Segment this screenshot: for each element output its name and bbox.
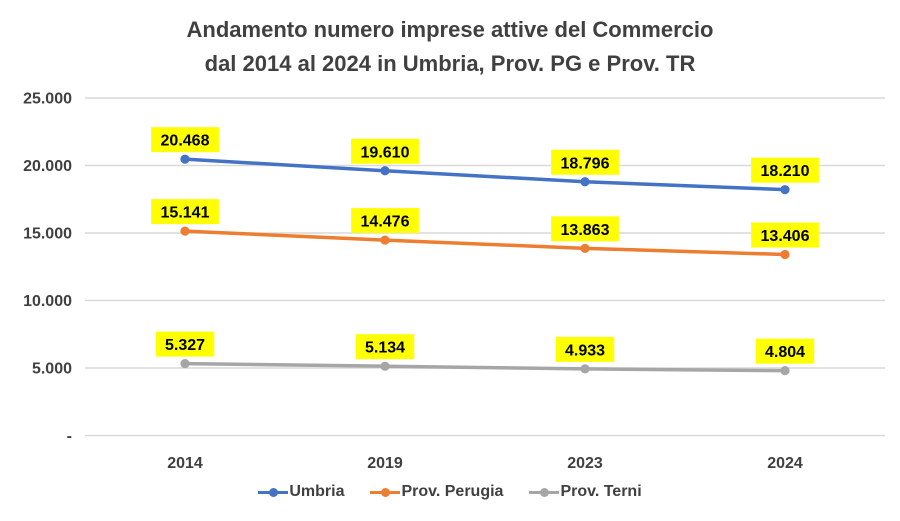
legend-label-prov-terni: Prov. Terni — [560, 483, 642, 500]
data-label: 5.134 — [365, 340, 405, 357]
legend-line-marker-icon — [370, 487, 401, 497]
data-label-background — [751, 157, 819, 183]
data-label: 18.210 — [761, 163, 810, 180]
data-label-background — [355, 334, 415, 360]
data-point — [180, 358, 190, 369]
data-label-background — [551, 149, 619, 175]
legend-line-marker-icon — [529, 487, 560, 497]
data-label-background — [351, 208, 419, 234]
x-axis-tick-label: 2024 — [767, 455, 803, 472]
data-label-background — [351, 138, 419, 164]
data-label: 4.804 — [765, 344, 805, 361]
data-label: 20.468 — [161, 133, 210, 150]
data-point — [380, 235, 390, 245]
y-axis-tick-label: 15.000 — [23, 226, 72, 243]
data-label-background — [755, 338, 815, 364]
data-label-background — [151, 199, 219, 225]
data-label: 13.406 — [761, 228, 810, 245]
data-label: 13.863 — [561, 222, 610, 239]
data-label: 5.327 — [165, 337, 205, 354]
y-axis-tick-label: 25.000 — [23, 91, 72, 108]
y-axis-tick-label: 5.000 — [32, 361, 72, 378]
legend-item-prov-perugia: Prov. Perugia — [370, 483, 503, 501]
data-point — [380, 166, 390, 176]
chart-title-line1: Andamento numero imprese attive del Comm… — [186, 17, 714, 42]
data-point — [780, 249, 790, 260]
legend-line-marker-icon — [258, 487, 289, 497]
data-point — [180, 226, 190, 236]
x-axis-tick-label: 2019 — [367, 455, 403, 472]
series-line-prov-perugia — [183, 229, 787, 257]
y-axis-tick-label: - — [67, 428, 72, 445]
data-label-background — [151, 127, 219, 153]
y-axis-tick-label: 20.000 — [23, 158, 72, 175]
chart-legend: Umbria Prov. Perugia Prov. Terni — [0, 483, 900, 501]
data-point — [780, 366, 790, 376]
data-label-background — [551, 216, 619, 242]
data-point — [180, 154, 190, 164]
data-point — [380, 361, 390, 371]
y-axis-tick-label: 10.000 — [23, 293, 72, 310]
data-label: 15.141 — [161, 205, 210, 222]
data-label-background — [155, 331, 215, 357]
chart-title-line2: dal 2014 al 2024 in Umbria, Prov. PG e P… — [204, 51, 696, 76]
data-point — [580, 177, 590, 187]
series-line-prov-terni — [183, 361, 787, 373]
data-label-background — [555, 336, 615, 362]
data-label: 18.796 — [561, 155, 610, 172]
data-label-background — [751, 222, 819, 248]
legend-label-umbria: Umbria — [289, 483, 345, 500]
series-line-umbria — [183, 157, 787, 192]
x-axis-tick-label: 2014 — [167, 455, 203, 472]
data-point — [780, 185, 790, 195]
data-label: 19.610 — [361, 144, 410, 161]
chart-title: Andamento numero imprese attive del Comm… — [0, 13, 900, 81]
legend-item-umbria: Umbria — [258, 483, 344, 501]
legend-item-prov-terni: Prov. Terni — [529, 483, 642, 501]
x-axis-tick-label: 2023 — [567, 455, 603, 472]
data-label: 4.933 — [565, 342, 605, 359]
legend-label-prov-perugia: Prov. Perugia — [401, 483, 504, 500]
data-point — [580, 243, 590, 253]
data-point — [580, 364, 590, 374]
data-label: 14.476 — [361, 214, 410, 231]
